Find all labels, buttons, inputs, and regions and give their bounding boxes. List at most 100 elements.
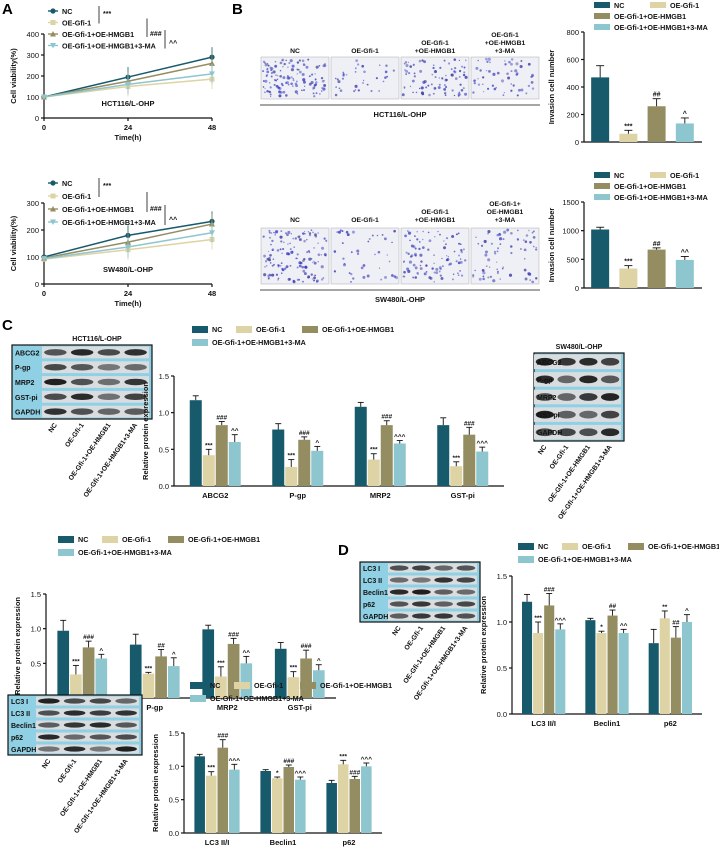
invading-cell: [381, 233, 384, 236]
invading-cell: [517, 88, 521, 92]
protein-band: [557, 428, 576, 437]
invading-cell: [443, 59, 446, 62]
invading-cell: [288, 62, 291, 65]
category-label: p62: [664, 719, 677, 728]
invading-cell: [496, 71, 500, 75]
group-label: OE-Gfi-1: [491, 32, 519, 39]
invading-cell: [307, 58, 310, 61]
blot-row-label: p62: [363, 602, 375, 609]
invading-cell: [279, 235, 283, 239]
invading-cell: [474, 79, 476, 81]
category-label: MRP2: [370, 491, 391, 500]
invading-cell: [272, 258, 275, 260]
marker-circle: [50, 180, 56, 186]
sig-label: ###: [544, 586, 555, 593]
sig-label: ^: [685, 607, 689, 615]
protein-band: [124, 393, 147, 401]
y-tick-label: 0.5: [31, 659, 41, 668]
invading-cell: [285, 94, 288, 97]
invading-cell: [296, 73, 298, 75]
invading-cell: [464, 75, 468, 79]
protein-band: [434, 601, 453, 607]
invading-cell: [269, 86, 272, 89]
invading-cell: [453, 94, 456, 97]
group-label: OE-HMGB1: [487, 209, 524, 216]
blot-strip: [42, 376, 149, 388]
invading-cell: [463, 66, 466, 69]
invading-cell: [530, 75, 533, 79]
invading-cell: [268, 229, 271, 232]
invading-cell: [266, 67, 269, 70]
invading-cell: [295, 257, 298, 260]
invading-cell: [264, 79, 268, 83]
blot-row-label: GAPDH: [537, 430, 562, 437]
blot-strip: [388, 563, 477, 573]
invading-cell: [341, 230, 344, 233]
grouped-bar-chart-c1: 0.0 0.5 1.0 1.5 Relative protein expression *…: [141, 325, 504, 500]
invading-cell: [378, 267, 381, 269]
bar: [300, 658, 312, 698]
invading-cell: [310, 229, 313, 231]
invading-cell: [315, 65, 319, 69]
invading-cell: [277, 277, 280, 280]
invading-cell: [308, 75, 311, 78]
invading-cell: [295, 84, 299, 88]
invading-cell: [446, 255, 448, 257]
legend-label: OE-Gfi-1: [254, 681, 283, 690]
invading-cell: [298, 70, 302, 74]
sig-label: ###: [150, 206, 162, 213]
marker-triangle: [209, 60, 215, 66]
invading-cell: [418, 240, 421, 243]
invading-cell: [312, 86, 316, 90]
invading-cell: [338, 87, 341, 90]
invading-cell: [271, 264, 274, 267]
invading-cell: [301, 89, 303, 92]
y-tick-label: 200: [26, 226, 39, 235]
legend-label: OE-Gfi-1: [62, 192, 91, 201]
blot-row-label: GAPDH: [363, 614, 388, 621]
protein-band: [70, 363, 94, 371]
invading-cell: [320, 90, 323, 92]
invading-cell: [529, 240, 532, 244]
invading-cell: [292, 279, 295, 282]
invading-cell: [307, 250, 311, 253]
protein-band: [70, 378, 94, 386]
group-label: OE-Gfi-1: [351, 48, 379, 55]
invading-cell: [492, 72, 496, 76]
category-label: GST-pi: [451, 491, 475, 500]
invading-cell: [482, 83, 484, 85]
invading-cell: [270, 75, 273, 78]
invading-cell: [403, 62, 406, 65]
invading-cell: [464, 59, 467, 62]
bar: [437, 425, 450, 486]
invading-cell: [529, 279, 532, 282]
invading-cell: [422, 80, 426, 84]
invading-cell: [433, 87, 437, 90]
blot-strip: [42, 390, 149, 403]
invading-cell: [423, 272, 427, 276]
invading-cell: [477, 59, 479, 62]
invading-cell: [447, 255, 450, 258]
invading-cell: [380, 278, 383, 281]
blot-strip: [42, 346, 149, 359]
blot-lane-label: OE-Gfi-1: [57, 758, 79, 785]
invading-cell: [496, 270, 499, 273]
sig-label: ###: [299, 430, 310, 437]
invading-cell: [431, 73, 434, 76]
invading-cell: [453, 70, 456, 73]
y-tick-label: 400: [26, 30, 39, 39]
category-label: LC3 II/I: [205, 838, 230, 847]
bar: [659, 618, 670, 714]
invading-cell: [282, 76, 286, 80]
invading-cell: [302, 259, 305, 263]
invading-cell: [313, 247, 315, 249]
bar: [596, 633, 607, 714]
sig-label: ***: [370, 447, 378, 454]
invading-cell: [304, 265, 308, 269]
invading-cell: [482, 76, 485, 79]
sig-label: ^^^: [229, 756, 241, 764]
y-axis-label: Relative protein expression: [141, 382, 150, 480]
invading-cell: [303, 272, 307, 276]
invading-cell: [447, 62, 451, 65]
invading-cell: [308, 257, 312, 261]
